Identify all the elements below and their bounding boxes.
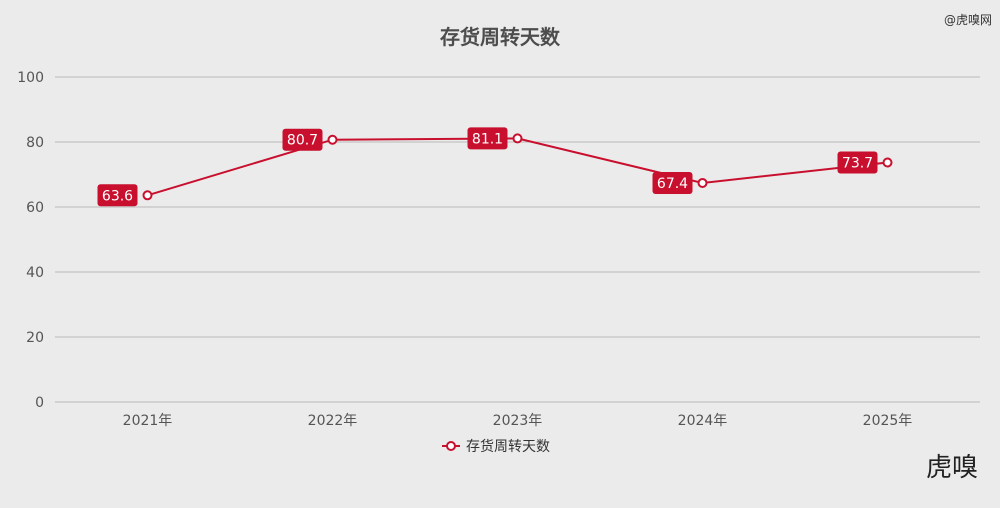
data-point (142, 190, 153, 201)
x-tick-label: 2025年 (863, 413, 913, 429)
data-point (512, 133, 523, 144)
legend: 存货周转天数 (442, 438, 550, 455)
data-label-box (282, 128, 323, 151)
y-tick-label: 40 (26, 265, 44, 281)
x-tick-label: 2021年 (123, 413, 173, 429)
y-axis: 0 20 40 60 80 100 (17, 70, 44, 411)
data-label-box (467, 127, 508, 150)
data-label-box (837, 151, 878, 174)
data-point (327, 134, 338, 145)
x-tick-label: 2024年 (678, 413, 728, 429)
data-label-text: 80.7 (287, 133, 318, 149)
y-tick-label: 0 (35, 395, 44, 411)
y-tick-label: 60 (26, 200, 44, 216)
y-tick-label: 100 (17, 70, 44, 86)
data-label-text: 81.1 (472, 131, 503, 147)
data-label: 73.7 (837, 151, 878, 174)
x-axis: 2021年 2022年 2023年 2024年 2025年 (123, 413, 913, 429)
data-point (697, 177, 708, 188)
gridlines (55, 76, 980, 403)
y-tick-label: 80 (26, 135, 44, 151)
data-label-text: 73.7 (842, 155, 873, 171)
legend-label: 存货周转天数 (466, 438, 550, 455)
data-label-text: 63.6 (102, 188, 133, 204)
data-label-box (97, 184, 138, 207)
watermark-text: @虎嗅网 (944, 13, 992, 27)
y-tick-label: 20 (26, 330, 44, 346)
chart-title: 存货周转天数 (440, 25, 561, 49)
series-group: 63.6 80.7 81.1 67.4 73.7 (97, 127, 893, 207)
data-label: 63.6 (97, 184, 138, 207)
data-point (882, 157, 893, 168)
data-label: 80.7 (282, 128, 323, 151)
x-tick-label: 2023年 (493, 413, 543, 429)
legend-swatch-marker (446, 441, 456, 451)
data-label: 67.4 (652, 171, 693, 194)
x-tick-label: 2022年 (308, 413, 358, 429)
data-label: 81.1 (467, 127, 508, 150)
data-label-box (652, 171, 693, 194)
series-line (147, 137, 888, 197)
logo-text: 虎嗅 (926, 453, 978, 483)
data-label-text: 67.4 (657, 176, 688, 192)
